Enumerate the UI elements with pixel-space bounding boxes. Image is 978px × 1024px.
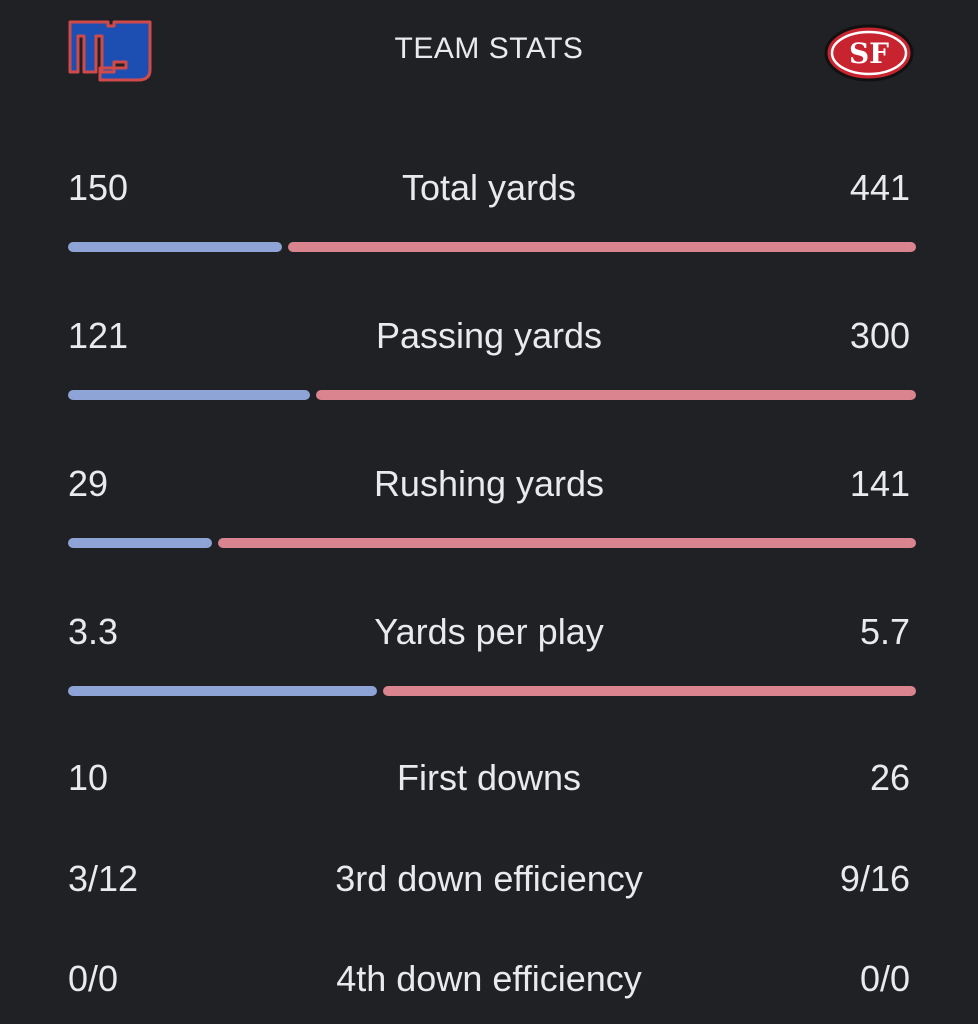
home-stat-value: 0/0: [68, 958, 119, 999]
away-bar-segment: [383, 686, 916, 696]
stat-label: First downs: [396, 757, 582, 798]
home-stat-value: 150: [68, 167, 129, 208]
sf-49ers-logo-icon: SF: [824, 24, 914, 82]
stat-label: Total yards: [401, 167, 577, 208]
away-bar-segment: [218, 538, 916, 548]
home-stat-value: 121: [68, 315, 129, 356]
away-bar-segment: [316, 390, 916, 400]
away-stat-value: 5.7: [859, 611, 910, 652]
home-bar-segment: [68, 538, 212, 548]
team-stats-header: TEAM STATS SF: [0, 0, 978, 110]
svg-text:SF: SF: [849, 37, 889, 70]
away-stat-value: 441: [849, 167, 910, 208]
home-bar-segment: [68, 686, 377, 696]
ny-giants-logo-icon: [68, 20, 152, 82]
stat-comparison-bar: [68, 390, 916, 400]
stat-comparison-bar: [68, 538, 916, 548]
home-bar-segment: [68, 390, 310, 400]
stat-label: Passing yards: [375, 315, 603, 356]
home-stat-value: 29: [68, 463, 109, 504]
stat-label: 3rd down efficiency: [335, 858, 643, 899]
away-stat-value: 26: [869, 757, 910, 798]
home-stat-value: 3.3: [68, 611, 119, 652]
page-title: TEAM STATS: [394, 32, 584, 65]
away-stat-value: 141: [849, 463, 910, 504]
away-stat-value: 9/16: [839, 858, 910, 899]
home-stat-value: 10: [68, 757, 109, 798]
away-stat-value: 300: [849, 315, 910, 356]
stat-comparison-bar: [68, 242, 916, 252]
home-bar-segment: [68, 242, 282, 252]
away-bar-segment: [288, 242, 916, 252]
home-stat-value: 3/12: [68, 858, 139, 899]
stat-label: 4th down efficiency: [336, 958, 642, 999]
away-stat-value: 0/0: [859, 958, 910, 999]
stat-comparison-bar: [68, 686, 916, 696]
stat-label: Rushing yards: [373, 463, 605, 504]
stat-label: Yards per play: [374, 611, 604, 652]
